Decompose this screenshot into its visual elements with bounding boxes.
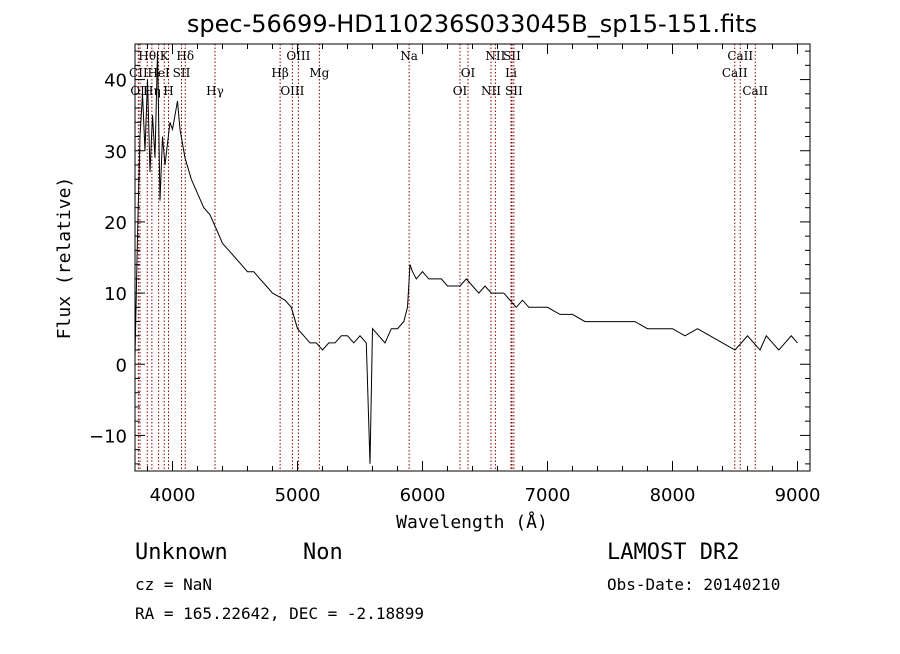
spectral-line-label: Hδ: [176, 49, 194, 63]
spectral-line-label: CaII: [722, 66, 748, 80]
object-class: Unknown: [135, 540, 228, 565]
spectral-line-label: SII: [173, 66, 191, 80]
axis-ticks: 4000 5000 6000 7000 8000 9000 −10 0 10 20 30 40: [89, 44, 820, 506]
x-tick-label: 9000: [775, 485, 821, 506]
observation-date: Obs-Date: 20140210: [607, 575, 780, 594]
y-tick-label: 30: [104, 142, 127, 163]
spectral-line-label: OI: [461, 66, 476, 80]
survey-name: LAMOST DR2: [607, 540, 739, 565]
spectral-line-label: Hθ: [138, 49, 156, 63]
spectral-line-label: Hβ: [271, 66, 288, 80]
y-tick-label: 40: [104, 71, 127, 92]
spectral-line-label: HeI: [147, 66, 170, 80]
spectral-line-label: H: [163, 84, 173, 98]
spectral-line-label: Na: [400, 49, 418, 63]
x-tick-label: 8000: [650, 485, 696, 506]
x-tick-label: 7000: [525, 485, 571, 506]
redshift-cz: cz = NaN: [135, 575, 212, 594]
spectral-line-label: SII: [503, 49, 521, 63]
x-tick-label: 5000: [275, 485, 321, 506]
object-subclass: Non: [303, 540, 343, 565]
spectral-line-label: K: [160, 49, 170, 63]
spectral-line-label: CaII: [727, 49, 753, 63]
y-tick-label: 0: [116, 355, 127, 376]
spectrum-series: [134, 51, 798, 464]
y-tick-label: −10: [89, 426, 127, 447]
spectral-line-label: Mg: [309, 66, 329, 80]
y-axis-label: Flux (relative): [54, 177, 75, 340]
spectral-line-label: CaII: [742, 84, 768, 98]
spectral-line-label: OIII: [280, 84, 304, 98]
x-axis-label: Wavelength (Å): [396, 511, 548, 533]
y-tick-label: 20: [104, 213, 127, 234]
y-tick-label: 10: [104, 284, 127, 305]
coordinates-ra-dec: RA = 165.22642, DEC = -2.18899: [135, 604, 424, 623]
x-tick-label: 6000: [400, 485, 446, 506]
spectral-line-label: OI: [453, 84, 468, 98]
plot-frame: [134, 43, 811, 472]
spectral-line-label: Li: [505, 66, 517, 80]
spectral-line-label: SII: [505, 84, 523, 98]
x-tick-label: 4000: [150, 485, 196, 506]
spectral-line-label: NII: [485, 49, 505, 63]
spectral-line-label: Hγ: [206, 84, 224, 98]
spectral-line-label: NII: [481, 84, 501, 98]
spectral-line-label: OIII: [286, 49, 310, 63]
spectrum-line: [134, 51, 798, 464]
spectral-line-label: CII: [129, 66, 148, 80]
chart-title: spec-56699-HD110236S033045B_sp15-151.fit…: [187, 10, 757, 38]
